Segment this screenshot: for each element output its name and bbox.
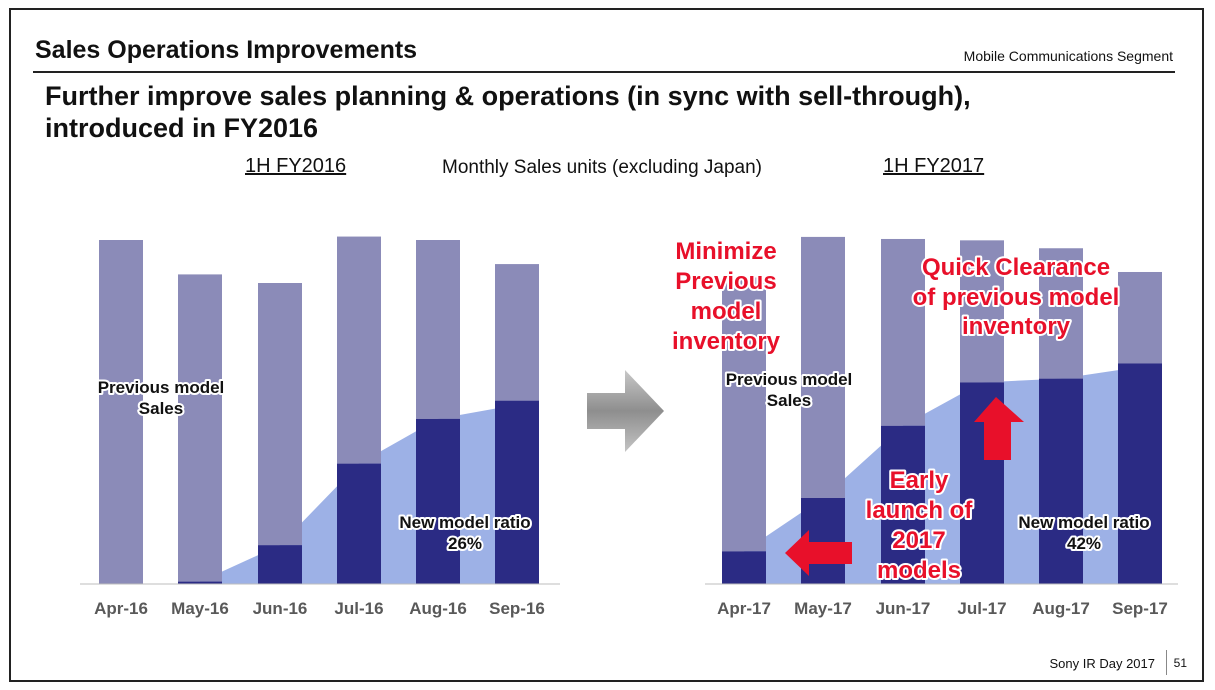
previous-model-sales-label: Previous model bbox=[726, 370, 853, 389]
callout-early-launch: launch of bbox=[866, 497, 974, 524]
period-label-fy2016: 1H FY2016 bbox=[245, 155, 347, 177]
page-number: 51 bbox=[1173, 656, 1187, 670]
x-tick-label: Jun-16 bbox=[253, 599, 308, 618]
callout-minimize-previous: model bbox=[691, 298, 762, 325]
up-arrow-icon bbox=[974, 397, 1024, 460]
callout-minimize-previous: inventory bbox=[672, 328, 781, 355]
bar-previous-model bbox=[722, 277, 766, 552]
x-tick-label: Apr-17 bbox=[717, 599, 771, 618]
bar-new-model bbox=[495, 400, 539, 584]
bar-new-model bbox=[722, 551, 766, 584]
callout-quick-clearance: inventory bbox=[962, 313, 1071, 340]
new-model-ratio-value: 26% bbox=[448, 534, 482, 553]
x-tick-label: Aug-16 bbox=[409, 599, 467, 618]
bar-previous-model bbox=[881, 238, 925, 426]
x-tick-label: Jul-17 bbox=[957, 599, 1006, 618]
headline-line-2: introduced in FY2016 bbox=[45, 113, 319, 143]
previous-model-sales-label: Sales bbox=[767, 391, 811, 410]
bar-new-model bbox=[416, 418, 460, 584]
x-tick-label: Sep-16 bbox=[489, 599, 545, 618]
bar-new-model bbox=[258, 545, 302, 584]
callout-early-launch: 2017 bbox=[892, 527, 945, 554]
transition-arrow bbox=[587, 370, 664, 452]
bar-new-model bbox=[178, 581, 222, 584]
period-label-fy2017: 1H FY2017 bbox=[883, 155, 985, 177]
chart-fy2016: Apr-16 May-16 Jun-16 Jul-16 Aug-16 Sep-16 bbox=[80, 236, 560, 618]
bar-new-model bbox=[1039, 378, 1083, 584]
x-tick-label: Jul-16 bbox=[334, 599, 383, 618]
callout-quick-clearance: Quick Clearance bbox=[922, 254, 1110, 281]
x-tick-label: May-16 bbox=[171, 599, 229, 618]
chart-overlay: Previous model Sales New model ratio 26% Pre… bbox=[96, 236, 1152, 586]
bar-new-model bbox=[1118, 363, 1162, 584]
headline-line-1: Further improve sales planning & operati… bbox=[45, 81, 971, 111]
x-tick-label: Jun-17 bbox=[876, 599, 931, 618]
bar-previous-model bbox=[1039, 248, 1083, 379]
bar-previous-model bbox=[258, 283, 302, 546]
x-tick-label: May-17 bbox=[794, 599, 852, 618]
previous-model-sales-label: Sales bbox=[139, 399, 183, 418]
callout-early-launch: models bbox=[877, 557, 961, 584]
callout-quick-clearance: of previous model bbox=[913, 284, 1120, 311]
callout-early-launch: Early bbox=[890, 467, 949, 494]
bar-previous-model bbox=[99, 240, 143, 584]
bar-previous-model bbox=[337, 236, 381, 464]
title-divider bbox=[33, 71, 1175, 73]
new-model-ratio-label: New model ratio bbox=[1018, 513, 1149, 532]
slide-title: Sales Operations Improvements bbox=[35, 36, 418, 64]
footer-text: Sony IR Day 2017 bbox=[1049, 656, 1155, 671]
bar-previous-model bbox=[495, 264, 539, 401]
footer-separator bbox=[1166, 650, 1167, 675]
bar-previous-model bbox=[178, 274, 222, 582]
segment-label: Mobile Communications Segment bbox=[963, 48, 1173, 64]
bar-previous-model bbox=[801, 236, 845, 499]
x-tick-label: Sep-17 bbox=[1112, 599, 1168, 618]
bar-previous-model bbox=[416, 240, 460, 419]
chart-subtitle: Monthly Sales units (excluding Japan) bbox=[442, 157, 763, 178]
new-model-ratio-label: New model ratio bbox=[399, 513, 530, 532]
callout-minimize-previous: Minimize bbox=[675, 238, 776, 265]
left-arrow-icon bbox=[785, 530, 852, 576]
new-model-ratio-value: 42% bbox=[1067, 534, 1101, 553]
bar-previous-model bbox=[960, 240, 1004, 383]
slide-frame bbox=[9, 8, 1204, 682]
bar-new-model bbox=[337, 463, 381, 584]
headline: Further improve sales planning & operati… bbox=[45, 80, 1165, 144]
bar-previous-model bbox=[1118, 271, 1162, 364]
x-tick-label: Aug-17 bbox=[1032, 599, 1090, 618]
chart-fy2017: Apr-17 May-17 Jun-17 Jul-17 Aug-17 Sep-17 bbox=[705, 236, 1178, 618]
x-tick-label: Apr-16 bbox=[94, 599, 148, 618]
callout-minimize-previous: Previous bbox=[675, 268, 776, 295]
bar-new-model bbox=[881, 425, 925, 584]
previous-model-sales-label: Previous model bbox=[98, 378, 225, 397]
